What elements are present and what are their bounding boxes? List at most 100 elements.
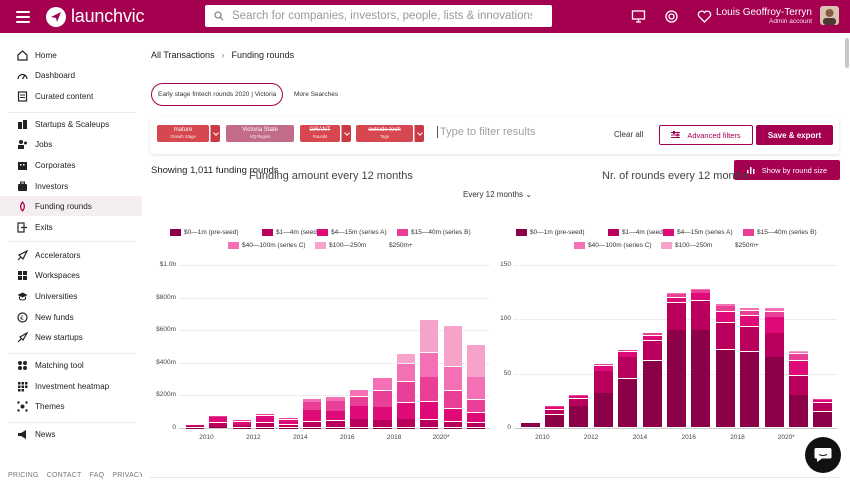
legend-item[interactable]: $1—4m (seed): [608, 229, 665, 236]
filter-input[interactable]: [437, 126, 607, 138]
app-logo[interactable]: launchvic: [46, 6, 144, 27]
chart-bar-segment[interactable]: [373, 377, 392, 391]
chart-bar-segment[interactable]: [443, 427, 462, 429]
legend-item[interactable]: $4—15m (series A): [663, 229, 733, 236]
sidebar-item-investment-heatmap[interactable]: Investment heatmap: [0, 376, 142, 396]
chart-bar-segment[interactable]: [396, 419, 416, 427]
chart-bar-segment[interactable]: [545, 407, 565, 409]
chevron-down-icon[interactable]: [210, 125, 220, 142]
chart-bar-segment[interactable]: [715, 349, 735, 428]
chart-bar-segment[interactable]: [443, 366, 462, 391]
chart-bar-segment[interactable]: [209, 417, 228, 423]
chart-bar-segment[interactable]: [788, 360, 808, 376]
chart-bar-segment[interactable]: [545, 406, 565, 407]
sidebar-item-home[interactable]: Home: [0, 45, 142, 65]
sidebar-item-new-funds[interactable]: € New funds: [0, 307, 142, 327]
chart-bar-segment[interactable]: [420, 401, 439, 420]
chart-bar-segment[interactable]: [691, 289, 711, 293]
sidebar-item-investors[interactable]: Investors: [0, 176, 142, 196]
legend-item[interactable]: $0—1m (pre-seed): [516, 229, 585, 236]
chart-bar-segment[interactable]: [740, 351, 760, 428]
chart-bar-segment[interactable]: [209, 427, 228, 428]
sidebar-item-funding-rounds[interactable]: Funding rounds: [0, 196, 142, 216]
sidebar-item-jobs[interactable]: Jobs: [0, 134, 142, 154]
legend-item[interactable]: $100—250m: [661, 242, 712, 249]
legend-item[interactable]: $250m+: [375, 242, 413, 249]
chart-bar-segment[interactable]: [232, 427, 251, 429]
chart-bar-segment[interactable]: [618, 351, 638, 357]
chart-bar-segment[interactable]: [545, 414, 565, 428]
footer-link-privacy[interactable]: PRIVACY: [112, 472, 144, 479]
chart-bar-segment[interactable]: [232, 425, 251, 428]
chart-bar-segment[interactable]: [349, 419, 369, 427]
chart-bar-segment[interactable]: [467, 344, 486, 377]
chart-bar-segment[interactable]: [444, 287, 462, 326]
chart-bar-segment[interactable]: [185, 425, 204, 426]
chart-bar-segment[interactable]: [569, 396, 589, 399]
chart-bar-segment[interactable]: [279, 424, 298, 428]
chart-bar-segment[interactable]: [788, 395, 808, 428]
filter-chip-hq-region[interactable]: Victoria State HQ Region: [226, 125, 294, 142]
chart-bar-segment[interactable]: [593, 366, 613, 371]
chart-bar-segment[interactable]: [302, 398, 322, 402]
chart-bar-segment[interactable]: [813, 403, 833, 412]
chart-bar-segment[interactable]: [666, 293, 686, 294]
chart-bar-segment[interactable]: [396, 427, 416, 428]
advanced-filters-button[interactable]: Advanced filters: [659, 125, 753, 145]
show-by-round-size-button[interactable]: Show by round size: [734, 160, 840, 180]
sidebar-item-matching-tool[interactable]: Matching tool: [0, 355, 142, 375]
chart-bar-segment[interactable]: [467, 377, 486, 400]
chart-bar-segment[interactable]: [443, 325, 462, 366]
sidebar-item-news[interactable]: News: [0, 424, 142, 444]
chart-bar-segment[interactable]: [349, 396, 369, 406]
chart-bar-segment[interactable]: [788, 350, 808, 352]
monitor-icon[interactable]: [631, 9, 646, 24]
chart-bar-segment[interactable]: [764, 333, 784, 357]
chart-bar-segment[interactable]: [666, 330, 686, 428]
chart-bar-segment[interactable]: [467, 422, 486, 428]
chart-bar-segment[interactable]: [255, 416, 275, 422]
chart-bar-segment[interactable]: [326, 427, 345, 428]
chart-bar-segment[interactable]: [467, 427, 486, 429]
legend-item[interactable]: $100—250m: [315, 242, 366, 249]
chart-bar-segment[interactable]: [593, 393, 613, 428]
chart-bar-segment[interactable]: [185, 426, 204, 427]
sidebar-item-exits[interactable]: Exits: [0, 217, 142, 237]
more-searches-link[interactable]: More Searches: [294, 91, 339, 98]
footer-link-faq[interactable]: FAQ: [89, 472, 105, 479]
chart-bar-segment[interactable]: [349, 390, 369, 396]
saved-search-pill[interactable]: Early stage fintech rounds 2020 | Victor…: [151, 83, 284, 106]
filter-chip-tags[interactable]: outside tech Tags: [356, 125, 413, 142]
chart-bar-segment[interactable]: [326, 411, 345, 421]
chart-bar-segment[interactable]: [443, 421, 462, 428]
chart-bar-segment[interactable]: [545, 409, 565, 415]
chart-bar-segment[interactable]: [788, 375, 808, 395]
sidebar-item-themes[interactable]: Themes: [0, 396, 142, 416]
chart-bar-segment[interactable]: [813, 398, 833, 400]
chart-bar-segment[interactable]: [326, 420, 345, 427]
heart-icon[interactable]: [697, 9, 712, 24]
search-input[interactable]: [232, 10, 532, 22]
chevron-down-icon[interactable]: [414, 125, 424, 142]
sidebar-item-corporates[interactable]: Corporates: [0, 155, 142, 175]
chart-bar-segment[interactable]: [520, 422, 540, 428]
chart-bar-segment[interactable]: [740, 310, 760, 316]
legend-item[interactable]: $15—40m (series B): [397, 229, 471, 236]
chart-bar-segment[interactable]: [349, 427, 369, 428]
chart-bar-segment[interactable]: [666, 294, 686, 297]
chart-bar-segment[interactable]: [740, 308, 760, 311]
chart-bar-segment[interactable]: [255, 427, 275, 428]
chart-bar-segment[interactable]: [420, 320, 439, 353]
filter-chip-rounds[interactable]: GRANT Rounds: [300, 125, 340, 142]
chart-bar-segment[interactable]: [715, 304, 735, 306]
chart-bar-segment[interactable]: [569, 398, 589, 406]
chart-bar-segment[interactable]: [813, 399, 833, 403]
footer-link-contact[interactable]: CONTACT: [46, 472, 82, 479]
chat-button[interactable]: [805, 437, 841, 473]
chart-bar-segment[interactable]: [642, 333, 662, 336]
chart-bar-segment[interactable]: [715, 306, 735, 312]
chart-bar-segment[interactable]: [813, 411, 833, 428]
clear-all-button[interactable]: Clear all: [614, 130, 644, 139]
chart-bar-segment[interactable]: [420, 419, 439, 427]
footer-link-pricing[interactable]: PRICING: [8, 472, 39, 479]
